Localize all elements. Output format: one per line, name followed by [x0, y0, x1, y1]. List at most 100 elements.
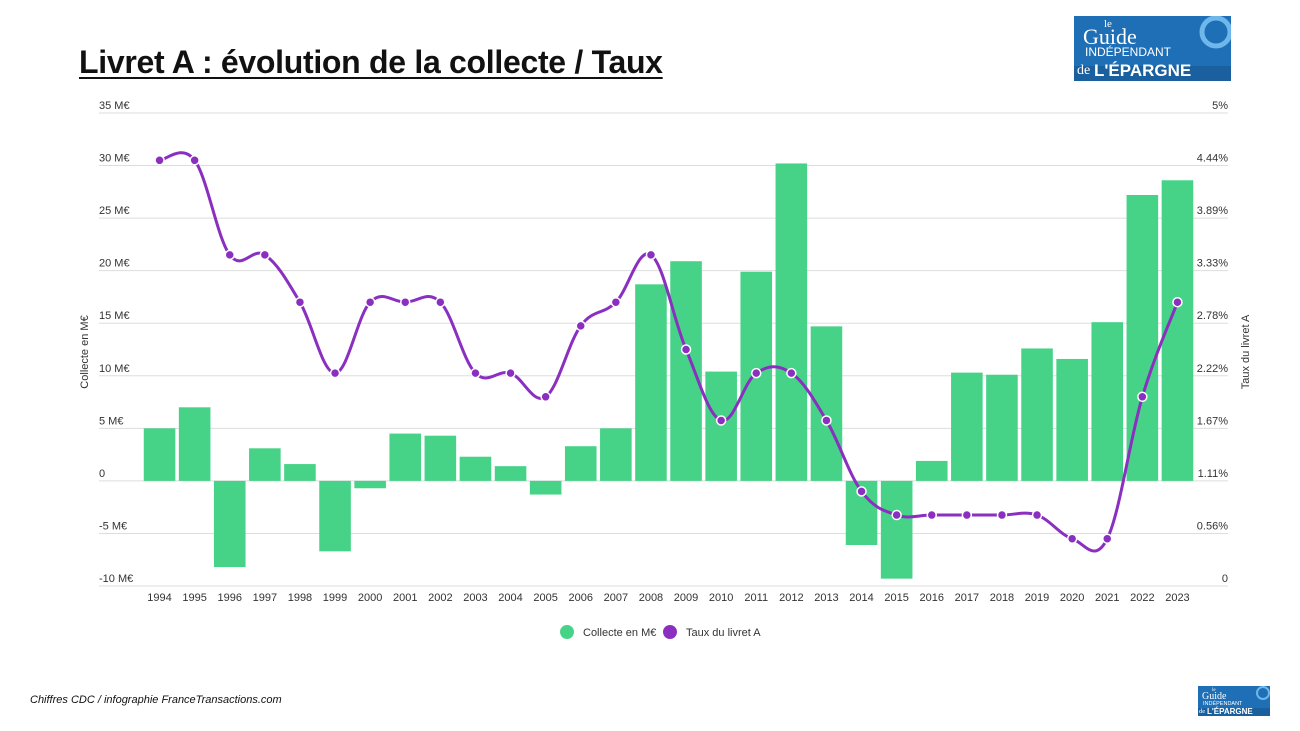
- svg-text:le: le: [1104, 18, 1112, 30]
- x-tick-label: 2001: [393, 592, 417, 604]
- legend-label-collecte: Collecte en M€: [583, 627, 656, 639]
- rate-point: [926, 509, 937, 521]
- rate-point: [470, 367, 481, 379]
- bar: [1021, 348, 1053, 481]
- x-tick-label: 2006: [569, 592, 593, 604]
- rate-point: [154, 155, 165, 166]
- y-left-tick-label: 10 M€: [99, 363, 130, 375]
- bar: [600, 428, 632, 481]
- bar: [1056, 358, 1088, 481]
- svg-text:le: le: [1212, 688, 1216, 693]
- x-tick-label: 1996: [218, 592, 242, 604]
- svg-text:INDÉPENDANT: INDÉPENDANT: [1203, 700, 1243, 707]
- rate-point: [294, 296, 306, 308]
- bar: [284, 464, 316, 481]
- x-tick-label: 1997: [253, 592, 277, 604]
- svg-text:de: de: [1199, 708, 1205, 715]
- svg-text:L'ÉPARGNE: L'ÉPARGNE: [1094, 61, 1191, 80]
- y-left-tick-label: 0: [99, 468, 105, 480]
- x-tick-label: 2020: [1060, 592, 1084, 604]
- x-tick-label: 2011: [744, 592, 768, 604]
- x-tick-label: 2015: [884, 592, 908, 604]
- bar: [986, 374, 1018, 481]
- y-right-tick-label: 1.11%: [1198, 468, 1229, 480]
- x-tick-label: 1998: [288, 592, 312, 604]
- svg-text:L'ÉPARGNE: L'ÉPARGNE: [1207, 707, 1253, 716]
- rate-point: [1102, 533, 1113, 544]
- bar: [1091, 322, 1124, 481]
- rate-point: [329, 367, 341, 379]
- bar: [564, 446, 597, 481]
- y-right-tick-label: 0: [1222, 573, 1228, 585]
- x-tick-label: 2002: [428, 592, 452, 604]
- bar: [494, 466, 527, 481]
- x-tick-label: 2005: [533, 592, 557, 604]
- rate-point: [856, 486, 867, 497]
- rate-point: [645, 249, 657, 261]
- y-right-tick-label: 0.56%: [1197, 520, 1228, 532]
- rate-point: [575, 320, 586, 332]
- x-tick-label: 2008: [639, 592, 663, 604]
- bar: [319, 480, 351, 552]
- bar: [143, 428, 176, 481]
- rate-point: [224, 249, 235, 261]
- bar: [389, 433, 422, 481]
- y-left-tick-label: 5 M€: [99, 415, 123, 427]
- x-tick-label: 2016: [920, 592, 944, 604]
- svg-text:de: de: [1077, 63, 1090, 78]
- x-tick-label: 2018: [990, 592, 1014, 604]
- svg-text:Guide: Guide: [1202, 691, 1227, 702]
- rate-point: [1066, 533, 1078, 544]
- source-caption: Chiffres CDC / infographie FranceTransac…: [30, 694, 282, 706]
- x-tick-label: 2017: [955, 592, 979, 604]
- x-tick-label: 2000: [358, 592, 382, 604]
- y-left-tick-label: 30 M€: [99, 153, 130, 165]
- rate-point: [1031, 509, 1043, 521]
- y-right-tick-label: 4.44%: [1197, 153, 1228, 165]
- bar: [354, 480, 386, 489]
- bar: [249, 448, 281, 481]
- x-tick-label: 2019: [1025, 592, 1049, 604]
- x-tick-label: 2023: [1165, 592, 1189, 604]
- bar: [951, 372, 983, 481]
- rate-point: [821, 415, 832, 426]
- rate-point: [961, 509, 973, 521]
- rate-point: [259, 249, 271, 261]
- y-right-tick-label: 3.33%: [1197, 258, 1228, 270]
- y-right-tick-label: 3.89%: [1197, 205, 1228, 217]
- guide-epargne-logo: le Guide INDÉPENDANT de L'ÉPARGNE: [1074, 16, 1231, 81]
- rate-point: [786, 367, 797, 379]
- bar: [459, 456, 492, 481]
- x-tick-label: 2013: [814, 592, 838, 604]
- rate-point: [1172, 296, 1183, 308]
- chart-title: Livret A : évolution de la collecte / Ta…: [79, 44, 663, 80]
- y-right-tick-label: 2.78%: [1197, 310, 1228, 322]
- rate-point: [505, 367, 516, 379]
- bar: [213, 480, 246, 568]
- x-tick-label: 1995: [182, 592, 206, 604]
- bar: [775, 163, 808, 481]
- y-left-axis-title: Collecte en M€: [79, 315, 91, 388]
- bar: [670, 261, 702, 481]
- svg-text:INDÉPENDANT: INDÉPENDANT: [1085, 44, 1172, 59]
- rate-point: [680, 344, 692, 355]
- bar: [880, 480, 913, 579]
- legend-swatch-collecte: [560, 625, 574, 639]
- y-right-tick-label: 2.22%: [1197, 363, 1228, 375]
- bar: [705, 371, 737, 481]
- y-left-tick-label: 15 M€: [99, 310, 130, 322]
- y-left-tick-label: 25 M€: [99, 205, 130, 217]
- x-tick-label: 1999: [323, 592, 347, 604]
- rate-point: [364, 296, 376, 308]
- rate-point: [751, 367, 762, 379]
- y-left-tick-label: -5 M€: [99, 520, 127, 532]
- rate-point: [610, 296, 622, 308]
- bar: [915, 460, 948, 481]
- y-left-tick-label: -10 M€: [99, 573, 133, 585]
- bar: [635, 284, 667, 481]
- x-tick-label: 2012: [779, 592, 803, 604]
- svg-text:Guide: Guide: [1083, 24, 1137, 49]
- rate-point: [891, 509, 902, 521]
- rate-point: [189, 155, 200, 166]
- x-tick-label: 2003: [463, 592, 487, 604]
